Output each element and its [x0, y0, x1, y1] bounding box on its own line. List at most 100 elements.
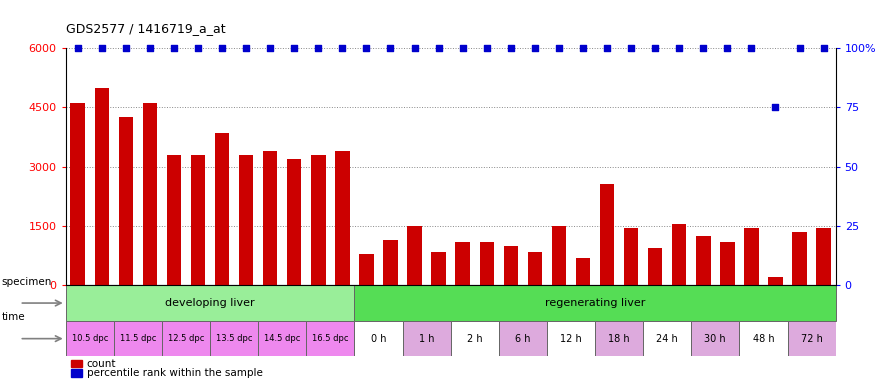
Point — [768, 104, 782, 110]
Point — [528, 45, 542, 51]
Point — [383, 45, 397, 51]
Bar — [431, 252, 446, 285]
Bar — [335, 151, 350, 285]
Point — [552, 45, 566, 51]
Point — [119, 45, 133, 51]
Bar — [114, 321, 162, 356]
Text: 12.5 dpc: 12.5 dpc — [168, 334, 204, 343]
Bar — [402, 321, 451, 356]
Bar — [354, 321, 402, 356]
Text: 1 h: 1 h — [419, 334, 434, 344]
Bar — [576, 258, 591, 285]
Text: 10.5 dpc: 10.5 dpc — [72, 334, 108, 343]
Bar — [672, 224, 687, 285]
Text: 6 h: 6 h — [515, 334, 530, 344]
Bar — [66, 321, 114, 356]
Bar — [70, 103, 85, 285]
Point — [94, 45, 108, 51]
Bar — [354, 285, 836, 321]
Bar — [119, 117, 133, 285]
Bar — [263, 151, 277, 285]
Bar — [287, 159, 301, 285]
Bar — [94, 88, 109, 285]
Bar — [215, 133, 229, 285]
Point — [672, 45, 686, 51]
Bar — [624, 228, 639, 285]
Point — [143, 45, 157, 51]
Text: 72 h: 72 h — [801, 334, 822, 344]
Text: percentile rank within the sample: percentile rank within the sample — [87, 368, 262, 378]
Point — [71, 45, 85, 51]
Bar — [312, 155, 326, 285]
Point — [239, 45, 253, 51]
Bar — [162, 321, 210, 356]
Point — [335, 45, 349, 51]
Bar — [768, 277, 783, 285]
Point — [215, 45, 229, 51]
Bar — [66, 285, 836, 309]
Bar — [691, 321, 739, 356]
Bar — [191, 155, 205, 285]
Bar — [258, 321, 306, 356]
Point — [504, 45, 518, 51]
Bar — [480, 242, 494, 285]
Bar — [595, 321, 643, 356]
Point — [360, 45, 374, 51]
Bar — [600, 184, 614, 285]
Bar — [66, 285, 354, 321]
Bar — [72, 369, 82, 377]
Bar — [383, 240, 397, 285]
Bar — [547, 321, 595, 356]
Text: developing liver: developing liver — [165, 298, 255, 308]
Bar — [793, 232, 807, 285]
Text: 24 h: 24 h — [656, 334, 678, 344]
Bar — [552, 226, 566, 285]
Bar — [210, 321, 258, 356]
Bar — [456, 242, 470, 285]
Text: specimen: specimen — [2, 277, 52, 287]
Bar — [72, 360, 82, 367]
Text: 0 h: 0 h — [371, 334, 386, 344]
Text: regenerating liver: regenerating liver — [545, 298, 645, 308]
Point — [720, 45, 734, 51]
Point — [456, 45, 470, 51]
Point — [648, 45, 662, 51]
Text: 48 h: 48 h — [752, 334, 774, 344]
Bar — [360, 253, 374, 285]
Point — [287, 45, 301, 51]
Text: 30 h: 30 h — [704, 334, 726, 344]
Text: 12 h: 12 h — [560, 334, 582, 344]
Text: 14.5 dpc: 14.5 dpc — [264, 334, 300, 343]
Text: 16.5 dpc: 16.5 dpc — [312, 334, 348, 343]
Point — [600, 45, 614, 51]
Bar — [408, 226, 422, 285]
Point — [480, 45, 494, 51]
Bar — [739, 321, 788, 356]
Text: count: count — [87, 359, 116, 369]
Bar — [306, 321, 354, 356]
Bar — [788, 321, 836, 356]
Bar — [528, 252, 542, 285]
Point — [312, 45, 326, 51]
Bar — [504, 246, 518, 285]
Point — [431, 45, 445, 51]
Point — [263, 45, 277, 51]
Bar — [744, 228, 759, 285]
Text: time: time — [2, 312, 25, 322]
Point — [191, 45, 205, 51]
Bar — [499, 321, 547, 356]
Bar — [239, 155, 254, 285]
Bar — [816, 228, 831, 285]
Bar — [143, 103, 158, 285]
Point — [167, 45, 181, 51]
Point — [408, 45, 422, 51]
Point — [576, 45, 590, 51]
Text: 2 h: 2 h — [467, 334, 482, 344]
Point — [816, 45, 830, 51]
Bar — [643, 321, 691, 356]
Text: 18 h: 18 h — [608, 334, 630, 344]
Bar — [451, 321, 499, 356]
Bar — [720, 242, 735, 285]
Point — [624, 45, 638, 51]
Point — [745, 45, 759, 51]
